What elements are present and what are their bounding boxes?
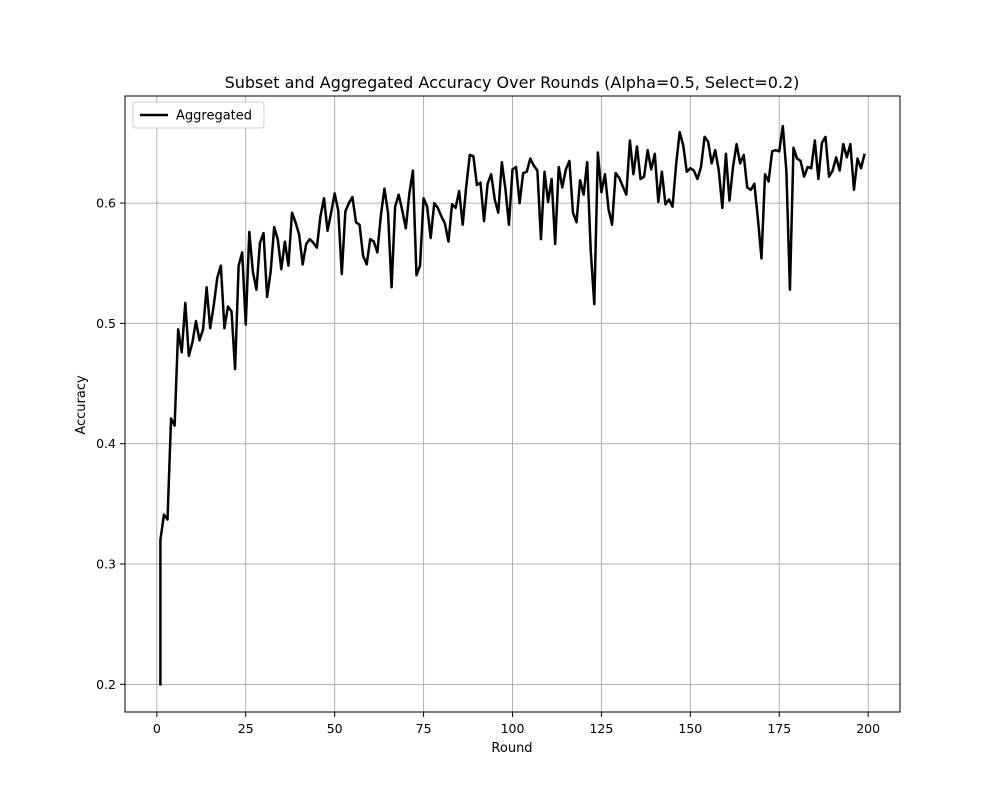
x-tick-label: 175	[767, 721, 791, 736]
y-tick-label: 0.5	[96, 316, 116, 331]
x-tick-label: 200	[856, 721, 880, 736]
x-tick-label: 75	[416, 721, 432, 736]
x-tick-label: 50	[327, 721, 343, 736]
x-tick-label: 100	[501, 721, 525, 736]
y-tick-label: 0.2	[96, 677, 116, 692]
y-tick-label: 0.6	[96, 196, 116, 211]
legend-box	[132, 101, 265, 129]
x-tick-label: 125	[589, 721, 613, 736]
series-line-aggregated	[159, 124, 866, 686]
legend-entry-aggregated: Aggregated	[176, 109, 252, 124]
legend: Aggregated	[132, 101, 265, 129]
x-axis-ticks: 0 25 50 75 100 125 150 175 200	[153, 712, 880, 736]
y-tick-label: 0.3	[96, 557, 116, 572]
x-axis-label: Round	[491, 741, 532, 756]
x-tick-label: 25	[238, 721, 254, 736]
y-tick-label: 0.4	[96, 436, 116, 451]
chart-title: Subset and Aggregated Accuracy Over Roun…	[225, 73, 800, 92]
series-layer	[159, 124, 866, 686]
x-tick-label: 150	[678, 721, 702, 736]
y-axis-label: Accuracy	[74, 375, 89, 435]
y-axis-ticks: 0.2 0.3 0.4 0.5 0.6	[96, 196, 125, 692]
x-tick-label: 0	[153, 721, 161, 736]
